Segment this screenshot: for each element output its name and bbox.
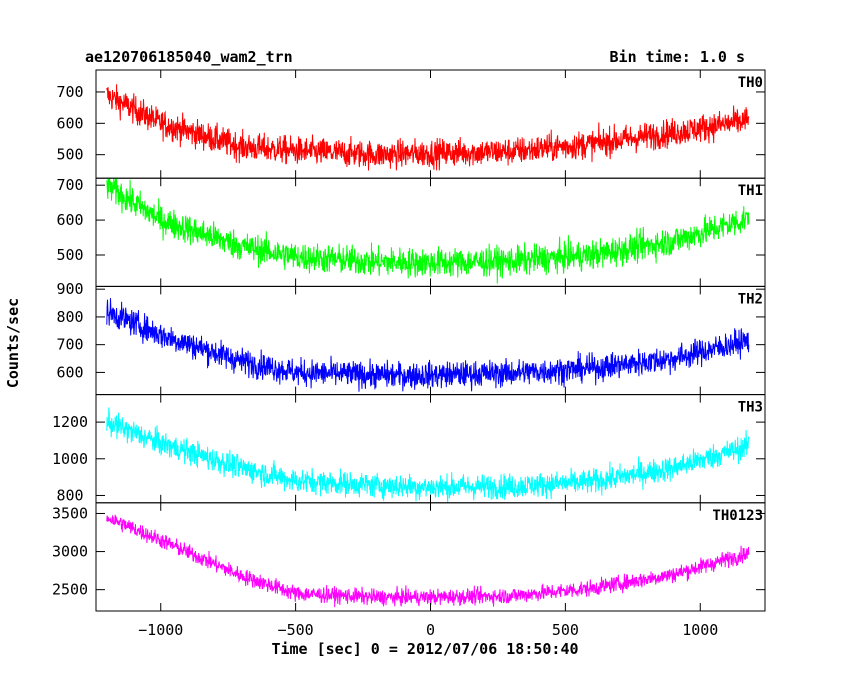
y-tick-label: 800 <box>56 308 83 326</box>
y-tick-label: 600 <box>56 114 83 132</box>
y-tick-label: 900 <box>56 280 83 298</box>
y-tick-label: 700 <box>56 176 83 194</box>
x-axis-label: Time [sec] 0 = 2012/07/06 18:50:40 <box>271 640 578 658</box>
x-tick-label: 500 <box>552 621 579 639</box>
series-line-th1 <box>106 178 750 284</box>
series-line-th0123 <box>106 514 750 608</box>
panel-label-th2: TH2 <box>738 291 763 307</box>
y-tick-label: 2500 <box>52 581 88 599</box>
series-line-th3 <box>106 407 750 503</box>
y-tick-label: 700 <box>56 83 83 101</box>
panel-label-th0123: TH0123 <box>712 508 763 524</box>
series-line-th2 <box>106 298 750 392</box>
x-tick-label: −1000 <box>138 621 183 639</box>
y-tick-label: 1200 <box>52 413 88 431</box>
panel-label-th0: TH0 <box>738 75 763 91</box>
y-tick-label: 700 <box>56 336 83 354</box>
y-tick-label: 500 <box>56 146 83 164</box>
panel-label-th3: TH3 <box>738 400 763 416</box>
y-tick-label: 1000 <box>52 450 88 468</box>
chart-title: ae120706185040_wam2_trn <box>85 48 293 66</box>
y-axis-label: Counts/sec <box>4 298 22 388</box>
y-tick-label: 600 <box>56 363 83 381</box>
y-tick-label: 3000 <box>52 543 88 561</box>
x-tick-label: −500 <box>278 621 314 639</box>
y-tick-label: 600 <box>56 211 83 229</box>
y-tick-label: 800 <box>56 486 83 504</box>
panel-label-th1: TH1 <box>738 183 763 199</box>
y-tick-label: 3500 <box>52 504 88 522</box>
x-tick-label: 1000 <box>682 621 718 639</box>
bin-time-label: Bin time: 1.0 s <box>610 48 745 66</box>
x-tick-label: 0 <box>426 621 435 639</box>
series-line-th0 <box>106 84 750 171</box>
y-tick-label: 500 <box>56 246 83 264</box>
panels-group: 500 600 700 TH0 500 600 700 TH1 600 700 800 900 TH2 8… <box>52 69 766 639</box>
